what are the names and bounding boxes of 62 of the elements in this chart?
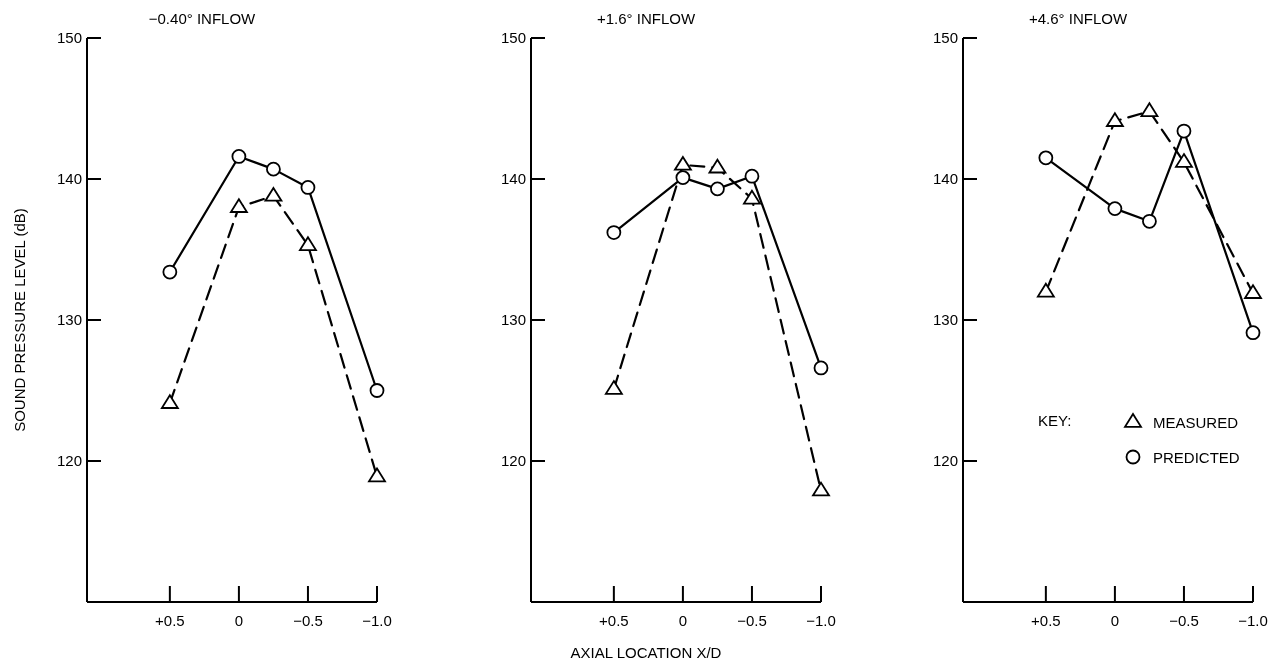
y-tick-label: 150 — [932, 29, 958, 46]
y-tick-label: 120 — [932, 452, 958, 469]
y-tick-label: 120 — [500, 452, 526, 469]
point — [231, 149, 247, 164]
point — [1175, 153, 1193, 168]
point — [1176, 123, 1192, 139]
y-tick-label: 130 — [932, 311, 958, 328]
point — [230, 198, 248, 213]
x-tick-label: +0.5 — [155, 612, 185, 629]
y-tick-label: 140 — [932, 170, 958, 187]
point — [1142, 213, 1157, 229]
point — [675, 170, 691, 185]
point — [368, 467, 386, 483]
point — [266, 161, 281, 177]
point — [1107, 201, 1123, 217]
point — [710, 181, 725, 197]
y-axis-title: SOUND PRESSURE LEVEL (dB) — [11, 208, 28, 432]
y-tick-label: 120 — [56, 452, 82, 469]
point — [1106, 112, 1124, 127]
x-tick-label: −0.5 — [737, 612, 767, 629]
point — [812, 481, 830, 497]
chart-title: −0.40° INFLOW — [148, 10, 257, 27]
legend-label: MEASURED — [1153, 414, 1239, 431]
point — [369, 383, 385, 398]
point — [674, 156, 692, 171]
point — [604, 380, 623, 395]
x-tick-label: 0 — [678, 612, 688, 629]
chart-title: +1.6° INFLOW — [596, 10, 696, 27]
point — [300, 180, 316, 195]
y-tick-label: 130 — [56, 311, 82, 328]
point — [1038, 150, 1054, 166]
y-tick-label: 130 — [500, 311, 526, 328]
point — [162, 264, 178, 280]
point — [299, 236, 317, 251]
legend-label: PREDICTED — [1153, 449, 1240, 466]
x-tick-label: −0.5 — [1169, 612, 1199, 629]
x-axis-title: AXIAL LOCATION X/D — [570, 644, 722, 661]
point — [744, 168, 760, 184]
point — [264, 187, 283, 202]
point — [1036, 282, 1055, 298]
x-tick-label: −1.0 — [1238, 612, 1268, 629]
point — [708, 158, 727, 174]
x-tick-label: +0.5 — [1031, 612, 1061, 629]
x-tick-label: −0.5 — [293, 612, 323, 629]
x-tick-label: 0 — [234, 612, 244, 629]
x-tick-label: −1.0 — [362, 612, 392, 629]
x-tick-label: 0 — [1110, 612, 1120, 629]
x-tick-label: −1.0 — [806, 612, 836, 629]
x-tick-label: +0.5 — [599, 612, 629, 629]
point — [1140, 102, 1159, 118]
point — [160, 394, 179, 409]
point — [1245, 325, 1261, 341]
legend-title: KEY: — [1038, 412, 1072, 429]
point — [813, 360, 829, 376]
point — [1244, 284, 1262, 299]
chart-title: +4.6° INFLOW — [1028, 10, 1128, 27]
y-tick-label: 150 — [500, 29, 526, 46]
point — [606, 225, 622, 240]
y-tick-label: 140 — [500, 170, 526, 187]
y-tick-label: 140 — [56, 170, 82, 187]
point — [743, 189, 761, 205]
y-tick-label: 150 — [56, 29, 82, 46]
